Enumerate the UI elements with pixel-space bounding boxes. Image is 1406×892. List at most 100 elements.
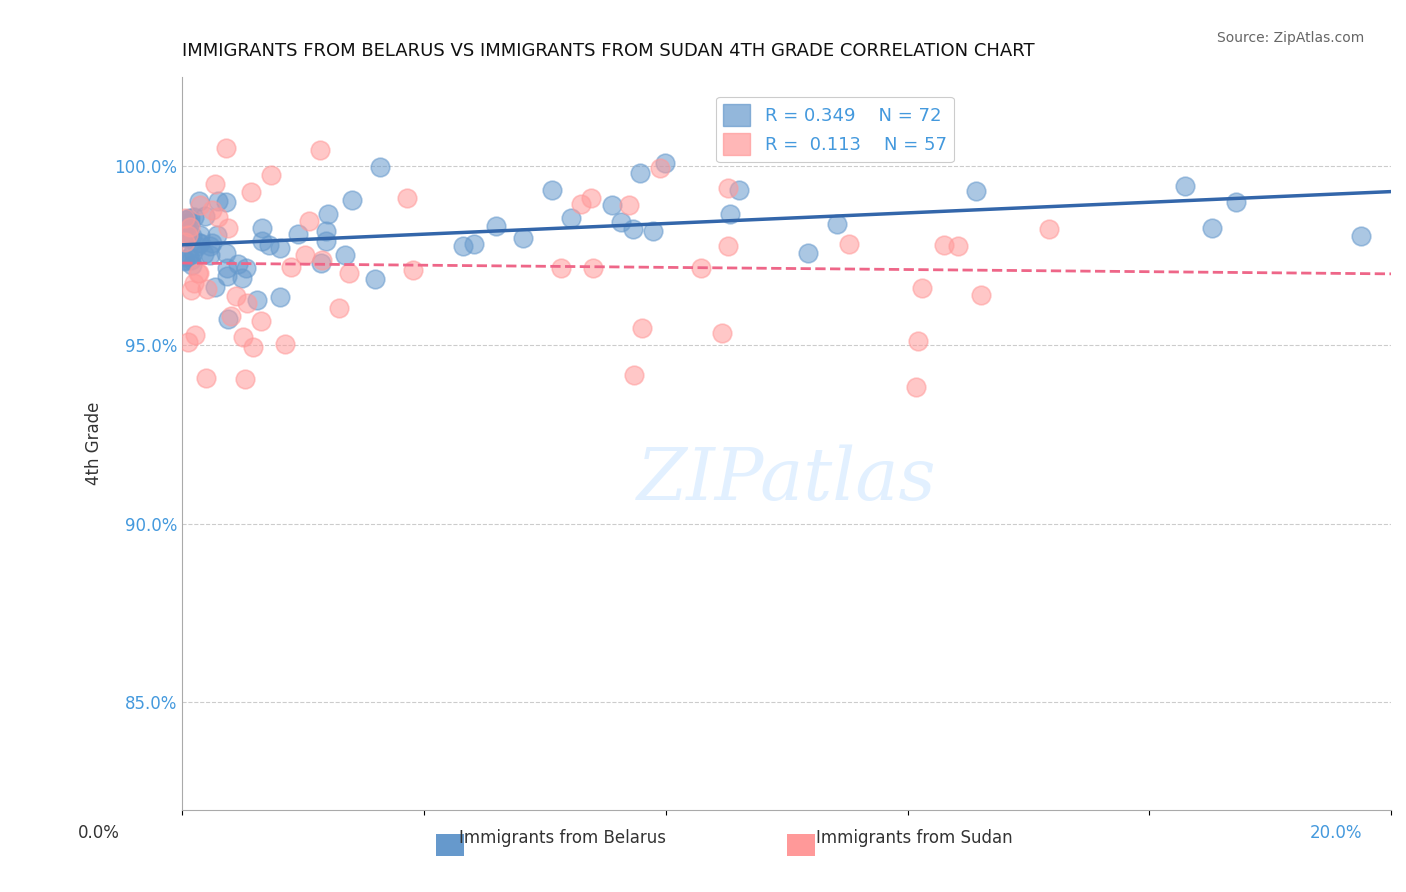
Immigrants from Belarus <box>231 271 253 285</box>
Immigrants from Belarus <box>217 260 239 275</box>
Text: Immigrants from Sudan: Immigrants from Sudan <box>815 829 1012 847</box>
Immigrants from Sudan <box>550 260 572 275</box>
Immigrants from Belarus <box>485 219 508 233</box>
Immigrants from Sudan <box>232 329 254 343</box>
Immigrants from Sudan <box>905 380 928 394</box>
Immigrants from Belarus <box>315 224 337 238</box>
Immigrants from Belarus <box>654 156 676 170</box>
Immigrants from Sudan <box>274 336 297 351</box>
Immigrants from Belarus <box>215 269 238 284</box>
Immigrants from Sudan <box>197 282 219 296</box>
Text: Immigrants from Belarus: Immigrants from Belarus <box>458 829 666 847</box>
Immigrants from Belarus <box>179 229 201 244</box>
Immigrants from Sudan <box>716 181 738 195</box>
Immigrants from Belarus <box>217 312 239 326</box>
Immigrants from Sudan <box>946 239 969 253</box>
Immigrants from Sudan <box>280 260 302 274</box>
Immigrants from Belarus <box>269 290 291 304</box>
Immigrants from Sudan <box>177 228 200 243</box>
Immigrants from Sudan <box>179 220 201 235</box>
Immigrants from Sudan <box>298 214 321 228</box>
Immigrants from Sudan <box>631 321 654 335</box>
Immigrants from Sudan <box>311 252 333 267</box>
Immigrants from Belarus <box>188 235 211 250</box>
Immigrants from Belarus <box>201 235 224 250</box>
Immigrants from Belarus <box>181 245 204 260</box>
Immigrants from Sudan <box>204 178 226 192</box>
Immigrants from Sudan <box>174 235 197 249</box>
Immigrants from Sudan <box>201 202 224 217</box>
Immigrants from Sudan <box>249 314 271 328</box>
Text: IMMIGRANTS FROM BELARUS VS IMMIGRANTS FROM SUDAN 4TH GRADE CORRELATION CHART: IMMIGRANTS FROM BELARUS VS IMMIGRANTS FR… <box>183 42 1035 60</box>
Immigrants from Belarus <box>193 247 215 261</box>
Immigrants from Sudan <box>187 267 209 281</box>
Immigrants from Belarus <box>825 217 848 231</box>
Immigrants from Belarus <box>204 280 226 294</box>
Immigrants from Belarus <box>174 216 197 230</box>
Immigrants from Sudan <box>183 276 205 290</box>
Immigrants from Belarus <box>174 213 197 227</box>
Text: Source: ZipAtlas.com: Source: ZipAtlas.com <box>1216 31 1364 45</box>
Immigrants from Belarus <box>200 247 222 261</box>
Immigrants from Sudan <box>214 141 236 155</box>
Immigrants from Belarus <box>451 239 474 253</box>
Immigrants from Sudan <box>260 168 283 182</box>
Immigrants from Belarus <box>179 211 201 226</box>
Immigrants from Belarus <box>207 194 229 208</box>
Immigrants from Belarus <box>180 253 202 268</box>
Immigrants from Belarus <box>621 222 644 236</box>
Immigrants from Sudan <box>174 211 197 225</box>
Immigrants from Belarus <box>965 184 987 198</box>
Immigrants from Belarus <box>641 224 664 238</box>
Immigrants from Belarus <box>194 209 217 223</box>
Immigrants from Sudan <box>184 328 207 343</box>
Immigrants from Sudan <box>239 185 262 199</box>
Immigrants from Belarus <box>560 211 582 226</box>
Immigrants from Belarus <box>610 215 633 229</box>
Immigrants from Belarus <box>186 238 208 252</box>
Immigrants from Belarus <box>215 246 238 260</box>
Immigrants from Belarus <box>226 257 249 271</box>
Immigrants from Sudan <box>233 372 256 386</box>
Immigrants from Belarus <box>315 234 337 248</box>
Immigrants from Belarus <box>1173 179 1195 194</box>
Immigrants from Belarus <box>269 241 291 255</box>
Immigrants from Sudan <box>177 335 200 350</box>
Immigrants from Sudan <box>911 281 934 295</box>
Immigrants from Belarus <box>188 228 211 243</box>
Immigrants from Belarus <box>198 239 221 253</box>
Immigrants from Sudan <box>396 191 419 205</box>
Immigrants from Sudan <box>188 198 211 212</box>
Immigrants from Belarus <box>174 231 197 245</box>
Immigrants from Belarus <box>179 216 201 230</box>
Immigrants from Sudan <box>328 301 350 316</box>
Immigrants from Belarus <box>287 227 309 241</box>
Immigrants from Belarus <box>541 183 564 197</box>
Immigrants from Belarus <box>181 258 204 272</box>
Text: 0.0%: 0.0% <box>77 824 120 842</box>
Immigrants from Sudan <box>194 371 217 385</box>
Immigrants from Sudan <box>569 197 592 211</box>
Immigrants from Sudan <box>970 288 993 302</box>
Immigrants from Belarus <box>309 256 332 270</box>
Immigrants from Sudan <box>717 239 740 253</box>
Immigrants from Belarus <box>183 211 205 225</box>
Immigrants from Sudan <box>242 340 264 354</box>
Immigrants from Sudan <box>934 238 956 252</box>
Immigrants from Sudan <box>710 326 733 341</box>
Immigrants from Belarus <box>720 207 742 221</box>
Immigrants from Belarus <box>370 161 392 175</box>
Immigrants from Belarus <box>187 194 209 208</box>
Legend: R = 0.349    N = 72, R =  0.113    N = 57: R = 0.349 N = 72, R = 0.113 N = 57 <box>716 96 955 162</box>
Immigrants from Belarus <box>188 236 211 251</box>
Immigrants from Belarus <box>205 227 228 242</box>
Immigrants from Belarus <box>177 251 200 265</box>
Text: ZIPatlas: ZIPatlas <box>637 444 936 515</box>
Immigrants from Sudan <box>180 283 202 297</box>
Immigrants from Sudan <box>188 267 211 281</box>
Immigrants from Belarus <box>363 271 385 285</box>
Immigrants from Sudan <box>402 263 425 277</box>
Immigrants from Belarus <box>1225 194 1247 209</box>
Immigrants from Sudan <box>236 296 259 310</box>
Immigrants from Belarus <box>176 211 198 226</box>
